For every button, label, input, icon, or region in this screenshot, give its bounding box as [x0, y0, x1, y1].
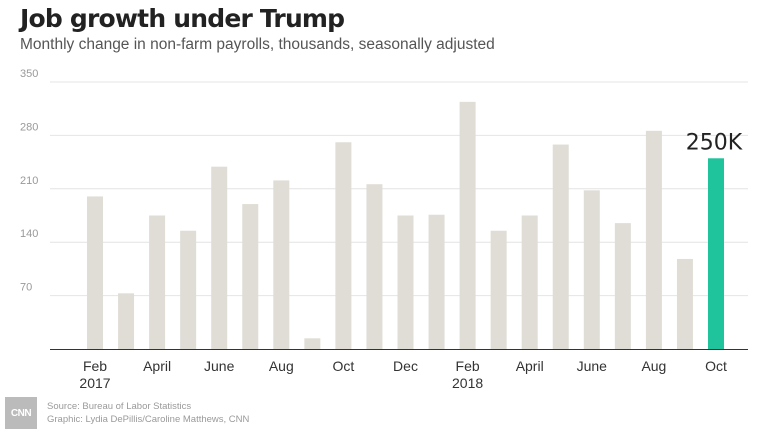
x-tick-label: April — [516, 358, 544, 374]
bar — [180, 230, 197, 349]
graphic-credit-line: Graphic: Lydia DePillis/Caroline Matthew… — [47, 414, 250, 425]
x-tick-label: Dec — [393, 358, 418, 374]
x-tick-label: April — [143, 358, 171, 374]
source-line: Source: Bureau of Labor Statistics — [47, 401, 192, 412]
credits: Source: Bureau of Labor Statistics Graph… — [47, 400, 249, 426]
bar — [366, 184, 383, 349]
gridlines: 70 140 210 280 350 — [20, 68, 748, 297]
y-tick-label: 70 — [20, 282, 32, 294]
x-tick-label: June — [577, 358, 608, 374]
cnn-logo: CNN — [5, 397, 37, 429]
bar — [87, 196, 103, 349]
x-tick-year-label: 2018 — [452, 375, 483, 391]
y-tick-label: 210 — [20, 175, 38, 187]
bar-highlighted — [708, 158, 724, 349]
x-tick-label: Feb — [83, 358, 107, 374]
bar — [118, 293, 135, 349]
bar — [521, 215, 538, 349]
bar — [428, 214, 445, 349]
bar — [273, 180, 290, 349]
bar — [242, 204, 259, 349]
bar — [552, 144, 569, 349]
cnn-logo-text: CNN — [10, 407, 32, 419]
y-tick-label: 140 — [20, 228, 38, 240]
bars — [87, 101, 724, 349]
x-tick-label: Aug — [269, 358, 294, 374]
x-tick-label: June — [204, 358, 235, 374]
chart-subtitle: Monthly change in non-farm payrolls, tho… — [20, 36, 495, 53]
x-tick-year-label: 2017 — [79, 375, 110, 391]
chart-title: Job growth under Trump — [20, 4, 345, 33]
value-callout: 250K — [686, 130, 743, 155]
bar — [676, 258, 693, 349]
x-tick-label: Oct — [333, 358, 355, 374]
bar — [459, 101, 476, 349]
bar — [614, 223, 631, 349]
bar — [583, 190, 600, 349]
bar — [397, 215, 414, 349]
bar — [335, 142, 352, 349]
y-tick-label: 280 — [20, 121, 38, 133]
bar — [490, 230, 507, 349]
annotations: 250K — [686, 130, 743, 155]
x-tick-label: Oct — [705, 358, 727, 374]
bar — [645, 130, 662, 349]
x-tick-label: Feb — [456, 358, 480, 374]
bar — [149, 215, 166, 349]
x-tick-label: Aug — [641, 358, 666, 374]
bar — [211, 166, 228, 349]
y-tick-label: 350 — [20, 68, 38, 80]
bar — [304, 338, 321, 349]
